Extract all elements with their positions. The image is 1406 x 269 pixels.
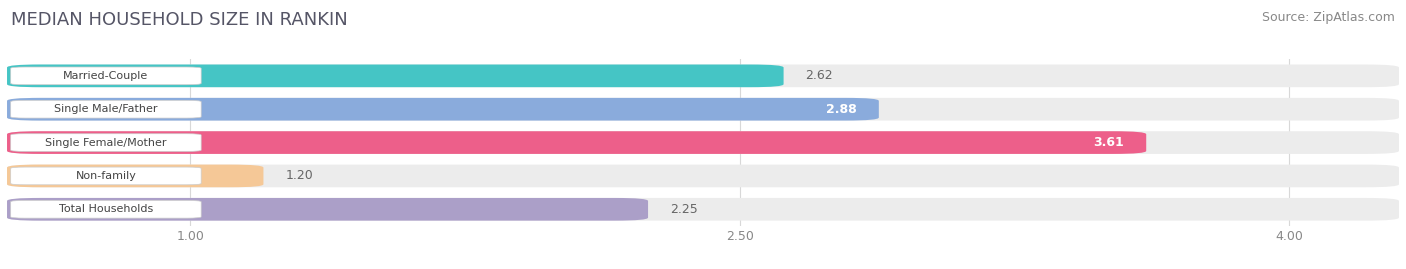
FancyBboxPatch shape — [7, 98, 1399, 121]
FancyBboxPatch shape — [7, 165, 263, 187]
Text: Total Households: Total Households — [59, 204, 153, 214]
FancyBboxPatch shape — [11, 134, 201, 151]
Text: Single Female/Mother: Single Female/Mother — [45, 137, 167, 148]
Text: Source: ZipAtlas.com: Source: ZipAtlas.com — [1261, 11, 1395, 24]
Text: 2.88: 2.88 — [827, 103, 856, 116]
Text: Married-Couple: Married-Couple — [63, 71, 149, 81]
Text: 1.20: 1.20 — [285, 169, 314, 182]
FancyBboxPatch shape — [7, 65, 783, 87]
FancyBboxPatch shape — [7, 165, 1399, 187]
Text: 3.61: 3.61 — [1094, 136, 1125, 149]
FancyBboxPatch shape — [7, 131, 1399, 154]
FancyBboxPatch shape — [11, 200, 201, 218]
Text: MEDIAN HOUSEHOLD SIZE IN RANKIN: MEDIAN HOUSEHOLD SIZE IN RANKIN — [11, 11, 349, 29]
FancyBboxPatch shape — [11, 167, 201, 185]
FancyBboxPatch shape — [7, 198, 648, 221]
FancyBboxPatch shape — [7, 98, 879, 121]
Text: 2.25: 2.25 — [671, 203, 697, 216]
FancyBboxPatch shape — [7, 131, 1146, 154]
Text: Non-family: Non-family — [76, 171, 136, 181]
Text: Single Male/Father: Single Male/Father — [55, 104, 157, 114]
Text: 2.62: 2.62 — [806, 69, 834, 82]
FancyBboxPatch shape — [7, 198, 1399, 221]
FancyBboxPatch shape — [7, 65, 1399, 87]
FancyBboxPatch shape — [11, 100, 201, 118]
FancyBboxPatch shape — [11, 67, 201, 85]
